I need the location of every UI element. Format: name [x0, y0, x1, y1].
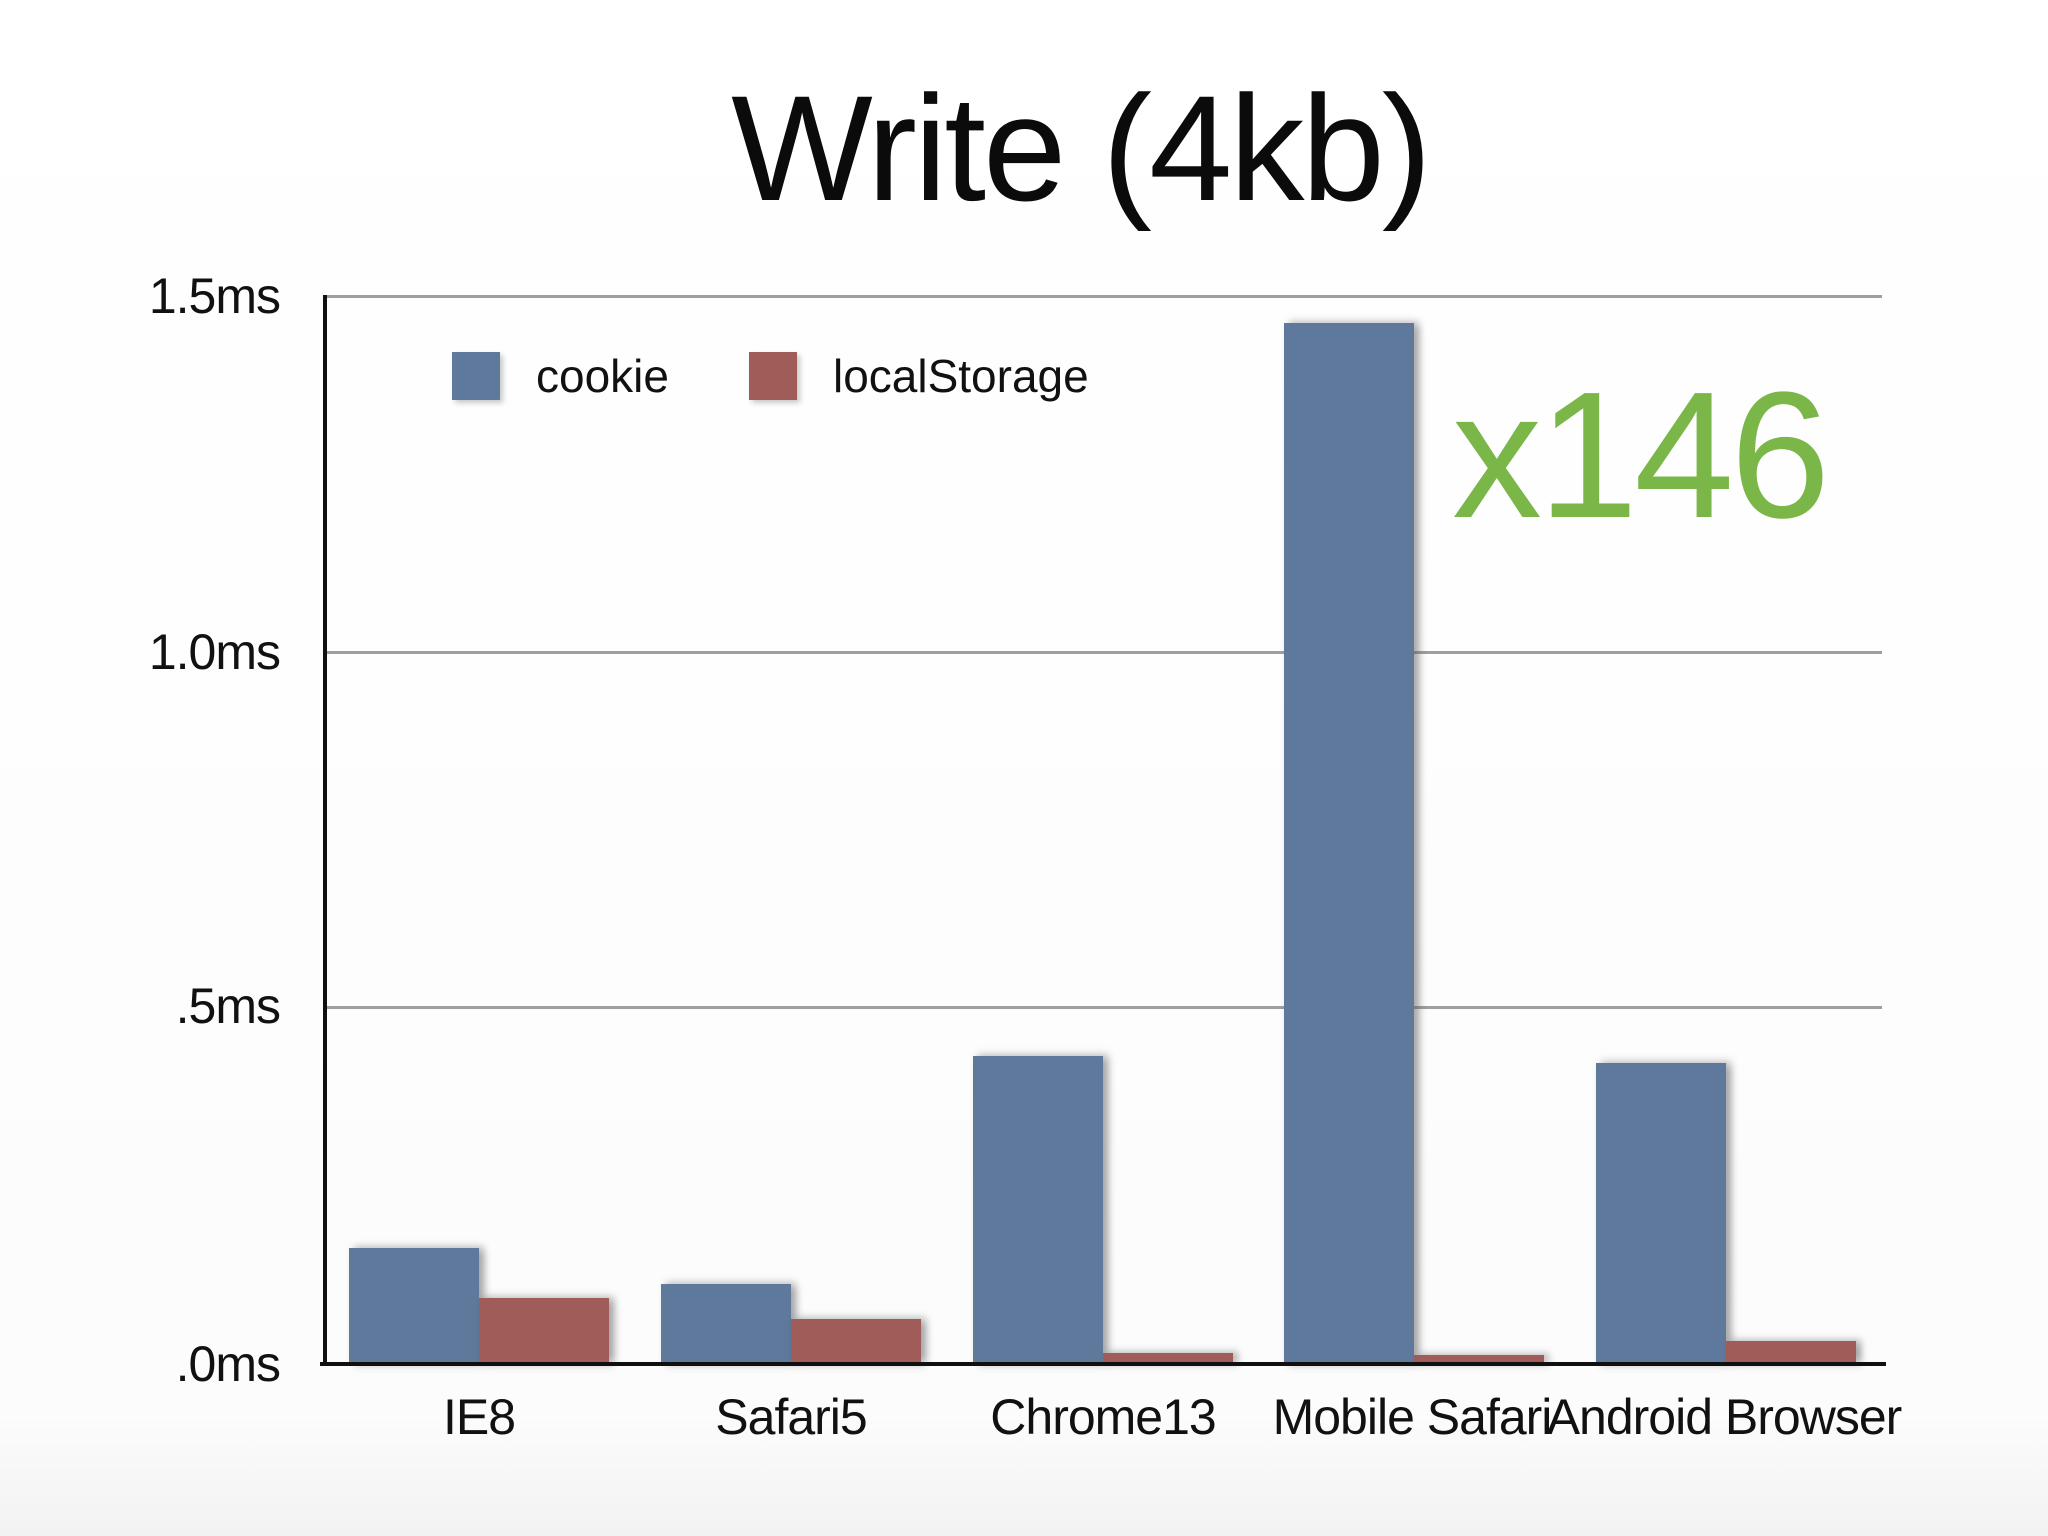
legend-item-localstorage: localStorage — [748, 349, 1089, 403]
legend-swatch-localstorage — [748, 352, 797, 400]
gridline-5ms — [323, 1006, 1882, 1009]
gridline-15ms — [323, 295, 1882, 298]
legend-label-cookie: cookie — [536, 350, 669, 402]
legend-item-cookie: cookie — [452, 349, 669, 403]
legend-label-localstorage: localStorage — [832, 350, 1089, 402]
multiplier-annotation: x146 — [1452, 355, 1830, 556]
xtick-ie8: IE8 — [442, 1389, 516, 1445]
xtick-chrome13: Chrome13 — [990, 1389, 1216, 1445]
xtick-safari5: Safari5 — [715, 1389, 867, 1445]
bar-localstorage-safari5 — [791, 1319, 921, 1362]
bar-localstorage-ie8 — [479, 1298, 609, 1362]
bar-cookie-android-browser — [1596, 1063, 1726, 1362]
xtick-android-browser: Android Browser — [1546, 1389, 1903, 1445]
bar-cookie-ie8 — [349, 1248, 479, 1362]
legend: cookie localStorage — [452, 349, 1089, 403]
bar-cookie-mobile-safari — [1284, 323, 1414, 1362]
y-axis-line — [323, 295, 327, 1366]
bar-cookie-chrome13 — [973, 1056, 1103, 1362]
ytick-1-5ms: 1.5ms — [148, 268, 281, 324]
chart-title: Write (4kb) — [731, 64, 1432, 232]
bar-localstorage-android-browser — [1726, 1341, 1856, 1362]
xtick-mobile-safari: Mobile Safari — [1272, 1389, 1553, 1445]
ytick-1-0ms: 1.0ms — [148, 624, 281, 680]
legend-swatch-cookie — [452, 352, 500, 400]
bar-cookie-safari5 — [661, 1284, 791, 1362]
x-axis-line — [320, 1362, 1886, 1366]
bar-localstorage-mobile-safari — [1414, 1355, 1544, 1362]
ytick-0-0ms: .0ms — [175, 1336, 281, 1392]
ytick-0-5ms: .5ms — [175, 978, 281, 1034]
bar-localstorage-chrome13 — [1103, 1353, 1233, 1362]
gridline-10ms — [323, 651, 1882, 654]
